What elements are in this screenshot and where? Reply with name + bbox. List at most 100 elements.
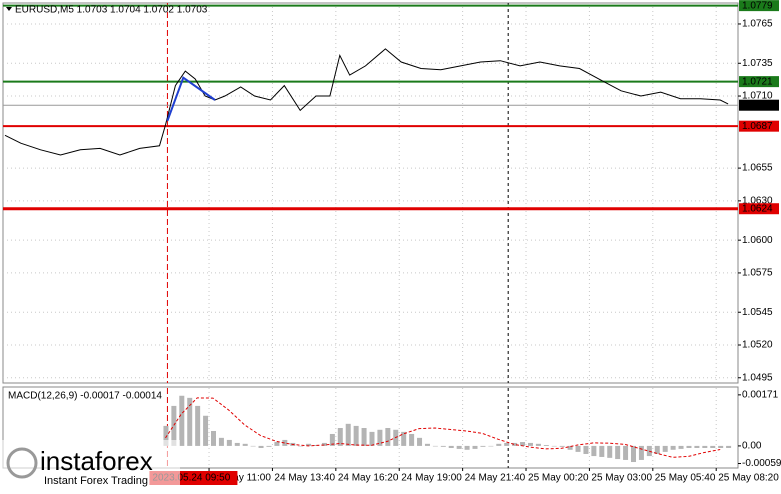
x-tick-label: 25 May 03:00	[591, 473, 652, 484]
watermark-bg	[0, 440, 180, 489]
y-tick-label: 1.0495	[742, 372, 773, 383]
macd-bar	[163, 425, 169, 446]
y-tick-label: 1.0710	[742, 91, 773, 102]
x-tick-label: 24 May 11:00	[211, 473, 271, 484]
macd-bar	[726, 445, 732, 448]
level-label-box	[739, 120, 779, 132]
macd-bar	[464, 445, 470, 450]
macd-bar	[432, 445, 438, 447]
y-tick-label: 1.0575	[742, 268, 773, 279]
level-label: 1.0624	[742, 203, 773, 214]
macd-bar	[195, 405, 201, 446]
macd-bar	[488, 445, 494, 447]
x-tick-label: 25 May 05:40	[655, 473, 716, 484]
macd-bar	[591, 445, 597, 457]
macd-bar	[599, 445, 605, 457]
macd-bar	[686, 445, 692, 448]
macd-bar	[218, 437, 224, 446]
macd-label: MACD(12,26,9) -0.00017 -0.00014	[8, 391, 162, 402]
macd-bar	[203, 415, 209, 446]
chart-title: EURUSD,M5 1.0703 1.0704 1.0702 1.0703	[15, 5, 208, 16]
macd-bar	[654, 445, 660, 454]
x-tick-label: 25 May 00:20	[528, 473, 589, 484]
macd-bar	[520, 442, 526, 446]
macd-bar	[583, 445, 589, 454]
marker-label: 2023.05.24 09:50	[152, 473, 230, 484]
macd-bar	[306, 443, 312, 446]
macd-bar	[670, 445, 676, 450]
macd-signal	[165, 397, 721, 458]
macd-bar	[226, 439, 232, 446]
watermark-logo	[6, 447, 38, 479]
macd-bar	[187, 397, 193, 446]
level-label-box	[739, 203, 779, 215]
macd-bar	[551, 445, 557, 447]
y-tick-label: 1.0600	[742, 235, 773, 246]
macd-bar	[401, 431, 407, 446]
x-tick-label: 25 May 08:20	[718, 473, 779, 484]
y-tick-label: 0.00	[742, 441, 762, 452]
macd-bar	[337, 428, 343, 446]
macd-bar	[424, 443, 430, 446]
macd-bar	[631, 445, 636, 463]
y-tick-label: 0.00171	[742, 390, 779, 401]
macd-bar	[250, 445, 256, 447]
macd-bar	[559, 445, 565, 447]
macd-bar	[575, 445, 581, 452]
y-tick-label: 1.0520	[742, 340, 773, 351]
menu-triangle	[6, 7, 12, 11]
macd-bar	[718, 445, 724, 448]
x-tick-label: 24 May 21:40	[465, 473, 526, 484]
y-tick-label: -0.00059	[742, 458, 781, 469]
y-tick-label: 1.0545	[742, 307, 773, 318]
macd-bar	[171, 405, 177, 446]
level-label-box	[739, 76, 779, 88]
macd-bar	[623, 445, 629, 460]
level-label: 1.0779	[742, 0, 773, 11]
macd-bar	[266, 445, 272, 447]
macd-bar	[377, 429, 383, 446]
macd-bar	[282, 439, 288, 446]
price-label-box	[739, 99, 779, 111]
macd-bar	[321, 442, 327, 446]
price-line	[166, 76, 216, 122]
macd-bar	[710, 445, 716, 448]
macd-bar	[329, 433, 335, 446]
y-tick-label: 1.0765	[742, 19, 773, 30]
macd-bar	[353, 425, 359, 446]
y-tick-label: 1.0655	[742, 163, 773, 174]
y-tick-label: 1.0630	[742, 196, 773, 207]
macd-bar	[440, 445, 446, 447]
macd-bar	[535, 443, 541, 446]
plot-layer	[3, 3, 741, 471]
macd-bar	[472, 445, 478, 449]
macd-bar	[480, 445, 486, 447]
macd-bar	[298, 445, 304, 447]
macd-bar	[607, 445, 613, 458]
macd-bar	[615, 445, 621, 460]
macd-bar	[385, 428, 391, 446]
price-label: 1.0703	[742, 100, 773, 111]
level-label: 1.0721	[742, 76, 773, 87]
macd-bar	[448, 445, 454, 448]
macd-bar	[409, 433, 415, 446]
macd-bar	[234, 442, 240, 446]
x-tick-label: 24 May 16:20	[338, 473, 399, 484]
macd-bar	[369, 431, 375, 446]
watermark-tagline: Instant Forex Trading	[44, 475, 148, 487]
macd-bar	[179, 395, 185, 446]
x-tick-label: 24 May 13:40	[274, 473, 335, 484]
level-label: 1.0687	[742, 121, 773, 132]
macd-bar	[456, 445, 462, 449]
macd-bar	[274, 442, 280, 446]
x-tick-label: 24 May 19:00	[401, 473, 462, 484]
macd-pane	[2, 386, 739, 469]
watermark-brand: instaforex	[40, 446, 153, 476]
macd-bar	[662, 445, 668, 452]
macd-bar	[527, 442, 533, 446]
macd-bar	[361, 428, 367, 446]
macd-bar	[345, 423, 351, 446]
macd-bar	[496, 443, 502, 446]
